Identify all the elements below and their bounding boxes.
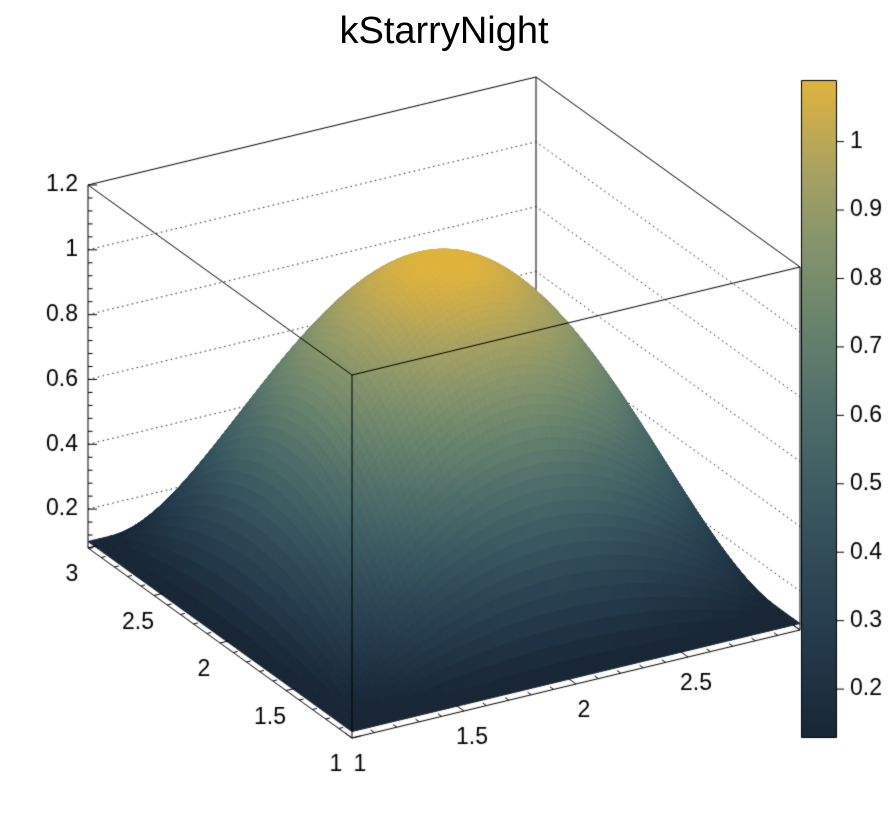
chart-title: kStarryNight xyxy=(339,10,549,52)
